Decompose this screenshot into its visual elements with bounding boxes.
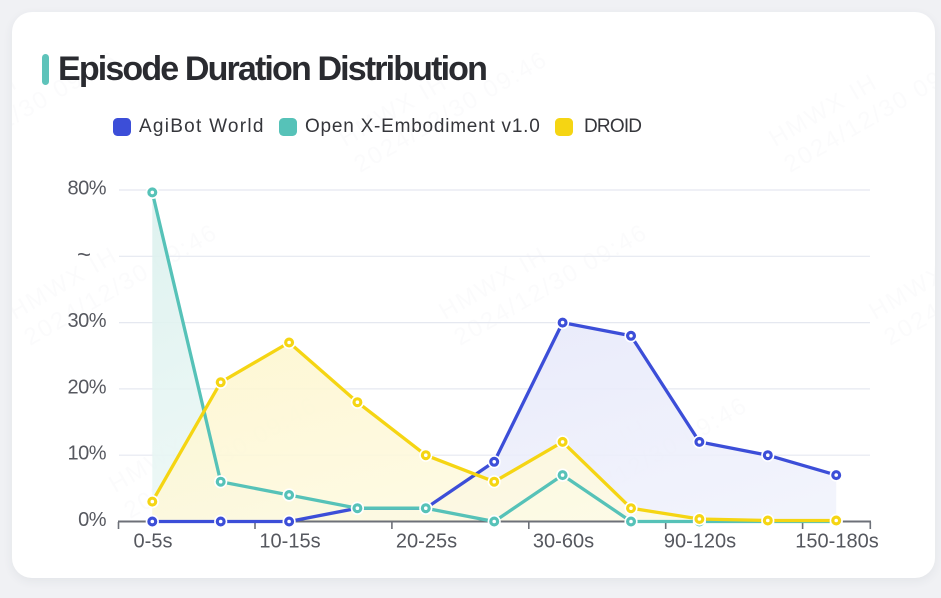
svg-text:10-15s: 10-15s: [259, 531, 320, 553]
svg-text:0-5s: 0-5s: [134, 531, 173, 553]
svg-text:~: ~: [77, 242, 91, 269]
svg-text:80%: 80%: [67, 177, 106, 199]
svg-text:150-180s: 150-180s: [795, 531, 878, 553]
svg-text:20%: 20%: [67, 376, 106, 398]
svg-text:20-25s: 20-25s: [396, 531, 457, 553]
svg-text:30%: 30%: [67, 310, 106, 332]
svg-text:90-120s: 90-120s: [664, 531, 736, 553]
svg-text:0%: 0%: [78, 509, 107, 531]
svg-text:30-60s: 30-60s: [533, 531, 594, 553]
svg-text:10%: 10%: [67, 443, 106, 465]
